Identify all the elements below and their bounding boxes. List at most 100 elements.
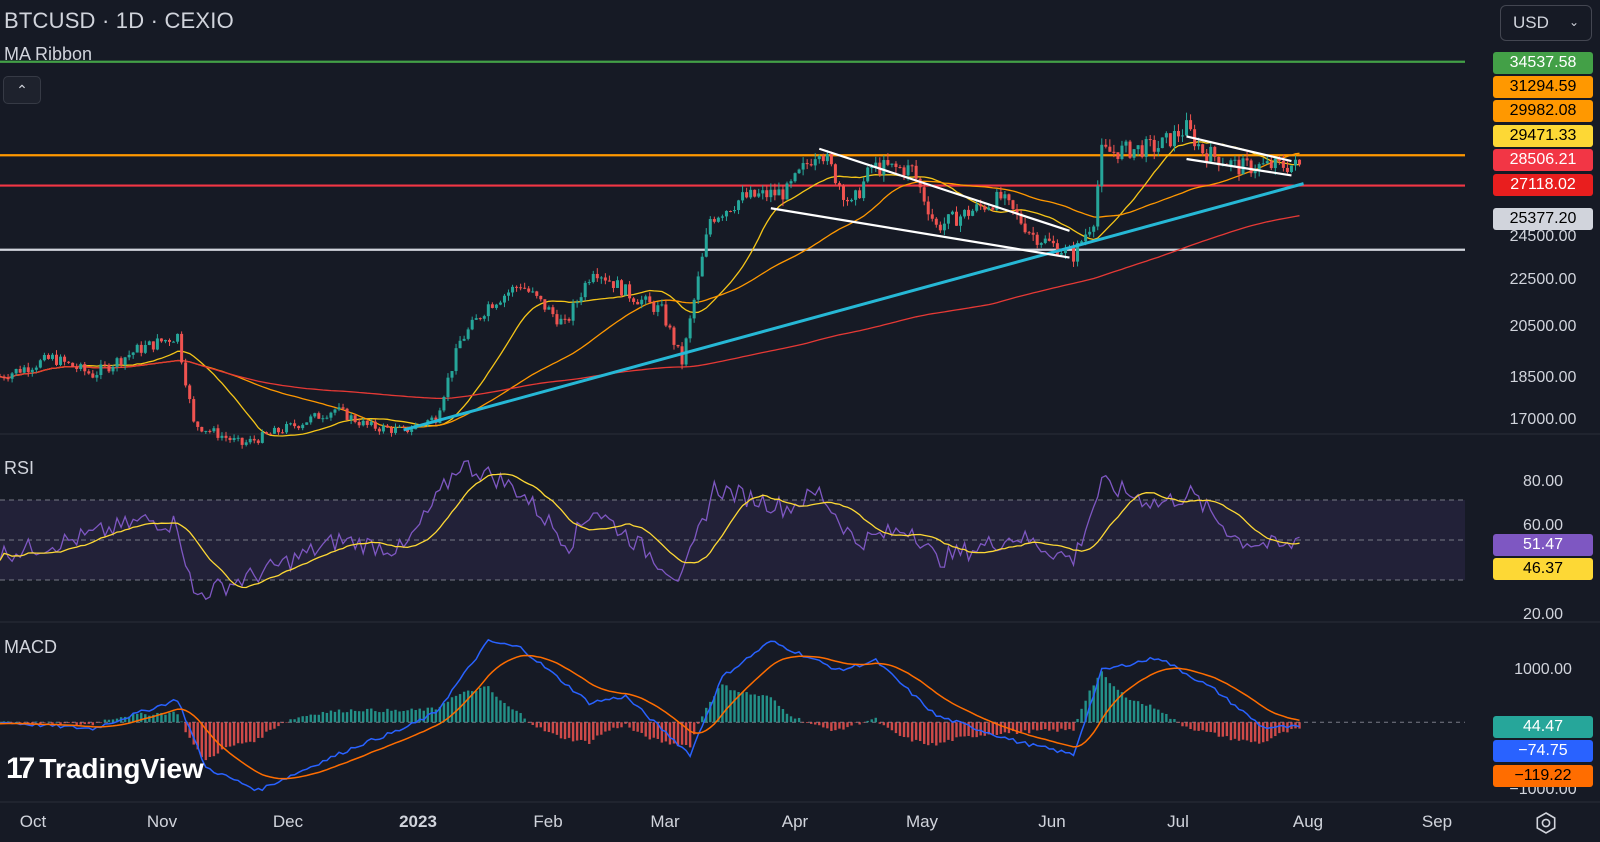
macd-histogram-bar bbox=[1213, 722, 1216, 733]
macd-histogram-bar bbox=[1132, 700, 1136, 723]
candle-body bbox=[737, 200, 741, 211]
macd-histogram-bar bbox=[1282, 722, 1285, 732]
candle-body bbox=[862, 181, 866, 199]
candle-body bbox=[1003, 194, 1007, 199]
macd-histogram-bar bbox=[313, 714, 316, 723]
macd-histogram-bar bbox=[353, 710, 357, 723]
candle-body bbox=[95, 375, 99, 378]
candle-body bbox=[749, 189, 753, 198]
macd-histogram-bar bbox=[47, 721, 50, 723]
candle-body bbox=[979, 204, 983, 207]
macd-histogram-bar bbox=[963, 722, 966, 737]
candle-body bbox=[789, 181, 793, 184]
time-axis-label: May bbox=[905, 812, 939, 831]
candle-body bbox=[1035, 234, 1039, 245]
time-axis-label: Feb bbox=[533, 812, 563, 831]
macd-histogram-bar bbox=[232, 722, 236, 746]
candle-body bbox=[470, 319, 474, 330]
macd-histogram-bar bbox=[765, 695, 769, 723]
candle-body bbox=[325, 417, 329, 419]
settings-gear-icon[interactable] bbox=[1535, 812, 1557, 834]
macd-histogram-bar bbox=[741, 692, 744, 723]
macd-histogram-bar bbox=[737, 692, 740, 723]
candle-body bbox=[224, 435, 228, 438]
price-tag-red: 28506.21 bbox=[1493, 149, 1593, 171]
chart-title[interactable]: BTCUSD · 1D · CEXIO bbox=[4, 8, 234, 33]
macd-histogram-bar bbox=[1060, 722, 1063, 729]
candle-body bbox=[1164, 133, 1168, 138]
macd-histogram-bar bbox=[999, 722, 1003, 734]
macd-histogram-bar bbox=[773, 700, 777, 723]
candle-body bbox=[942, 223, 946, 231]
macd-histogram-bar bbox=[1229, 722, 1233, 741]
time-axis-label: Sep bbox=[1421, 812, 1453, 831]
rsi-label[interactable]: RSI bbox=[4, 458, 35, 478]
macd-histogram-bar bbox=[462, 691, 466, 723]
macd-label[interactable]: MACD bbox=[4, 637, 57, 657]
candle-body bbox=[398, 426, 402, 428]
macd-histogram-bar bbox=[1048, 722, 1051, 731]
candle-body bbox=[1257, 164, 1261, 171]
candle-body bbox=[1027, 232, 1031, 234]
macd-histogram-bar bbox=[394, 709, 397, 723]
macd-histogram-bar bbox=[103, 719, 107, 723]
macd-histogram-bar bbox=[600, 722, 603, 735]
macd-histogram-bar bbox=[1027, 722, 1031, 734]
ma-ribbon bbox=[0, 141, 1300, 437]
candle-body bbox=[938, 224, 942, 231]
candle-body bbox=[276, 427, 280, 433]
macd-histogram-bar bbox=[1257, 722, 1261, 744]
candle-body bbox=[232, 438, 236, 441]
price-axis-label: 24500.00 bbox=[1509, 228, 1577, 245]
macd-histogram-bar bbox=[991, 722, 995, 735]
macd-histogram-bar bbox=[515, 710, 518, 723]
macd-histogram-bar bbox=[680, 722, 684, 745]
candle-body bbox=[599, 277, 603, 279]
macd-histogram-bar bbox=[826, 722, 829, 729]
macd-histogram-bar bbox=[152, 714, 155, 723]
candle-body bbox=[1043, 238, 1047, 244]
tradingview-logo[interactable]: 17 TradingView bbox=[6, 752, 204, 786]
candle-body bbox=[1197, 144, 1201, 147]
macd-histogram-bar bbox=[624, 722, 627, 724]
candle-body bbox=[1092, 226, 1096, 232]
macd-histogram-bar bbox=[676, 722, 680, 747]
candle-body bbox=[1209, 146, 1213, 162]
macd-histogram-bar bbox=[136, 713, 139, 723]
macd-histogram-bar bbox=[1116, 689, 1120, 723]
candle-body bbox=[805, 163, 809, 165]
candle-body bbox=[611, 281, 615, 288]
macd-histogram-bar bbox=[67, 722, 70, 724]
candle-body bbox=[837, 183, 841, 186]
candle-body bbox=[680, 346, 684, 365]
candle-body bbox=[1229, 160, 1233, 166]
collapse-button[interactable]: ⌃ bbox=[3, 76, 41, 104]
macd-histogram-bar bbox=[636, 722, 639, 732]
candle-body bbox=[111, 366, 115, 372]
candle-body bbox=[305, 422, 309, 425]
time-axis-label: Jul bbox=[1167, 812, 1189, 831]
candle-body bbox=[854, 190, 858, 200]
price-tag-orange-high: 31294.59 bbox=[1493, 76, 1593, 98]
trendline bbox=[770, 207, 1070, 259]
candle-body bbox=[595, 273, 599, 279]
macd-histogram-bar bbox=[850, 722, 853, 726]
candle-body bbox=[1265, 161, 1269, 164]
candle-body bbox=[1051, 240, 1055, 244]
price-tag-green: 34537.58 bbox=[1493, 52, 1593, 74]
macd-histogram-bar bbox=[620, 722, 623, 728]
currency-select[interactable]: USD ⌄ bbox=[1500, 5, 1592, 41]
macd-histogram-bar bbox=[713, 696, 716, 723]
candle-body bbox=[14, 369, 18, 374]
candle-body bbox=[1172, 130, 1176, 147]
macd-histogram-bar bbox=[567, 722, 571, 738]
candle-body bbox=[0, 376, 2, 378]
candle-body bbox=[159, 338, 163, 342]
price-tag-dark-red: 27118.02 bbox=[1493, 174, 1593, 196]
indicator-label[interactable]: MA Ribbon bbox=[4, 44, 93, 64]
macd-histogram-bar bbox=[1128, 699, 1132, 723]
candle-body bbox=[967, 209, 971, 216]
macd-histogram-bar bbox=[858, 722, 861, 725]
candle-body bbox=[971, 210, 975, 216]
